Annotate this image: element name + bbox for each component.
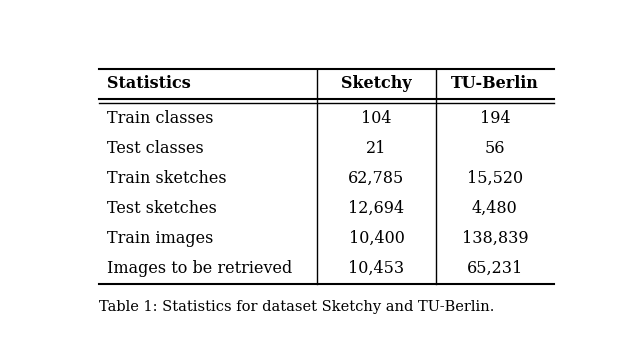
Text: 10,400: 10,400 bbox=[348, 230, 404, 247]
Text: Images to be retrieved: Images to be retrieved bbox=[107, 260, 293, 277]
Text: 10,453: 10,453 bbox=[348, 260, 404, 277]
Text: Sketchy: Sketchy bbox=[341, 75, 412, 92]
Text: 56: 56 bbox=[485, 140, 505, 157]
Text: Statistics: Statistics bbox=[107, 75, 191, 92]
Text: 65,231: 65,231 bbox=[467, 260, 523, 277]
Text: TU-Berlin: TU-Berlin bbox=[451, 75, 539, 92]
Text: Train sketches: Train sketches bbox=[107, 170, 227, 187]
Text: 12,694: 12,694 bbox=[348, 200, 404, 217]
Text: Train images: Train images bbox=[107, 230, 214, 247]
Text: 194: 194 bbox=[480, 110, 510, 127]
Text: 138,839: 138,839 bbox=[461, 230, 528, 247]
Text: Train classes: Train classes bbox=[107, 110, 214, 127]
Text: Test classes: Test classes bbox=[107, 140, 204, 157]
Text: 4,480: 4,480 bbox=[472, 200, 518, 217]
Text: 15,520: 15,520 bbox=[467, 170, 523, 187]
Text: 62,785: 62,785 bbox=[348, 170, 404, 187]
Text: Table 1: Statistics for dataset Sketchy and TU-Berlin.: Table 1: Statistics for dataset Sketchy … bbox=[99, 300, 494, 315]
Text: Test sketches: Test sketches bbox=[107, 200, 217, 217]
Text: 104: 104 bbox=[362, 110, 392, 127]
Text: 21: 21 bbox=[367, 140, 387, 157]
